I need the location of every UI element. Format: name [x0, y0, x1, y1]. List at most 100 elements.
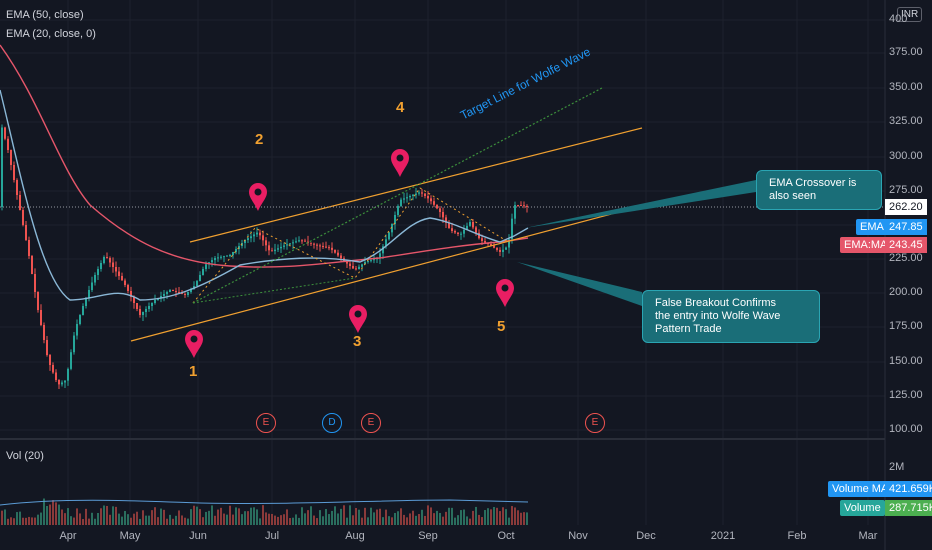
candle-body: [25, 225, 27, 240]
volume-bar: [232, 514, 234, 525]
volume-bar: [280, 515, 282, 525]
time-axis-label: 2021: [710, 530, 736, 542]
volume-bar: [493, 507, 495, 525]
price-axis-label: 125.00: [889, 389, 923, 401]
candle-body: [199, 275, 201, 281]
volume-bar: [217, 509, 219, 525]
candle-body: [220, 256, 222, 258]
map-pin-hole: [396, 154, 404, 162]
candle-body: [13, 165, 15, 180]
volume-bar: [313, 515, 315, 525]
volume-bar: [226, 514, 228, 525]
volume-bar: [397, 511, 399, 525]
candle-body: [91, 282, 93, 290]
volume-bar: [82, 518, 84, 525]
volume-bar: [76, 508, 78, 525]
candle-body: [496, 247, 498, 250]
candle-body: [181, 293, 183, 294]
volume-bar: [421, 509, 423, 525]
volume-bar: [367, 517, 369, 525]
volume-bar: [64, 513, 66, 525]
candle-body: [424, 193, 426, 196]
candle-body: [85, 297, 87, 306]
volume-bar: [112, 506, 114, 525]
ema20-legend[interactable]: EMA (20, close, 0): [6, 28, 96, 40]
price-axis-label: 150.00: [889, 355, 923, 367]
candle-body: [364, 262, 366, 265]
earnings-event-icon[interactable]: E: [256, 413, 276, 433]
price-axis-label: 375.00: [889, 46, 923, 58]
false-breakout-callout[interactable]: False Breakout Confirms the entry into W…: [642, 290, 820, 343]
candle-body: [103, 257, 105, 263]
volume-bar: [319, 510, 321, 525]
candle-body: [508, 239, 510, 248]
volume-bar: [502, 507, 504, 525]
dividend-event-icon[interactable]: D: [322, 413, 342, 433]
candle-body: [322, 246, 324, 247]
candle-body: [373, 259, 375, 261]
volume-bar: [37, 514, 39, 525]
candle-body: [310, 242, 312, 244]
volume-bar: [487, 508, 489, 525]
volume-bar: [457, 515, 459, 525]
earnings-event-icon[interactable]: E: [361, 413, 381, 433]
volume-bar: [127, 514, 129, 525]
currency-badge[interactable]: INR: [897, 7, 923, 22]
volume-bar: [169, 514, 171, 525]
ema50-legend[interactable]: EMA (50, close): [6, 9, 84, 21]
candle-body: [316, 244, 318, 246]
candle-body: [448, 222, 450, 229]
volume-bar: [355, 507, 357, 525]
price-axis-label: 175.00: [889, 320, 923, 332]
volume-ma-tag-value: 421.659K: [885, 481, 932, 497]
volume-bar: [325, 509, 327, 525]
candle-body: [361, 264, 363, 267]
volume-bar: [196, 506, 198, 525]
price-axis-label: 300.00: [889, 150, 923, 162]
candle-body: [4, 127, 6, 139]
lower-channel-line: [130, 202, 654, 342]
volume-bar: [361, 517, 363, 525]
volume-bar: [91, 512, 93, 525]
earnings-event-icon[interactable]: E: [585, 413, 605, 433]
volume-bar: [268, 513, 270, 525]
candle-body: [256, 232, 258, 235]
candle-body: [160, 296, 162, 298]
volume-legend[interactable]: Vol (20): [6, 450, 44, 462]
volume-bar: [142, 510, 144, 525]
candle-body: [205, 264, 207, 269]
volume-bar: [523, 512, 525, 525]
map-pin-icon: [391, 149, 409, 177]
ema-crossover-callout[interactable]: EMA Crossover is also seen: [756, 170, 882, 210]
volume-bar: [79, 513, 81, 525]
volume-bar: [418, 514, 420, 525]
volume-bar: [103, 505, 105, 525]
wave-number-3: 3: [353, 333, 362, 350]
candle-body: [70, 352, 72, 369]
volume-bar: [445, 511, 447, 525]
wave-number-1: 1: [189, 363, 198, 380]
candle-body: [280, 246, 282, 249]
volume-bar: [70, 516, 72, 525]
volume-bar: [190, 509, 192, 525]
candle-body: [463, 229, 465, 234]
volume-bar: [100, 508, 102, 525]
candle-body: [355, 268, 357, 270]
time-axis-label: Nov: [568, 530, 588, 542]
candle-body: [415, 193, 417, 195]
candle-body: [163, 294, 165, 296]
candle-body: [148, 306, 150, 309]
candle-body: [97, 269, 99, 275]
volume-bar: [460, 510, 462, 525]
candle-body: [379, 253, 381, 259]
volume-bar: [10, 517, 12, 525]
wave-zigzag: [192, 187, 511, 304]
candle-body: [1, 127, 3, 207]
candle-body: [526, 206, 528, 207]
volume-bar: [184, 517, 186, 525]
candle-body: [466, 225, 468, 230]
candle-body: [61, 382, 63, 385]
candle-body: [94, 275, 96, 283]
chart-grid: [0, 0, 885, 525]
